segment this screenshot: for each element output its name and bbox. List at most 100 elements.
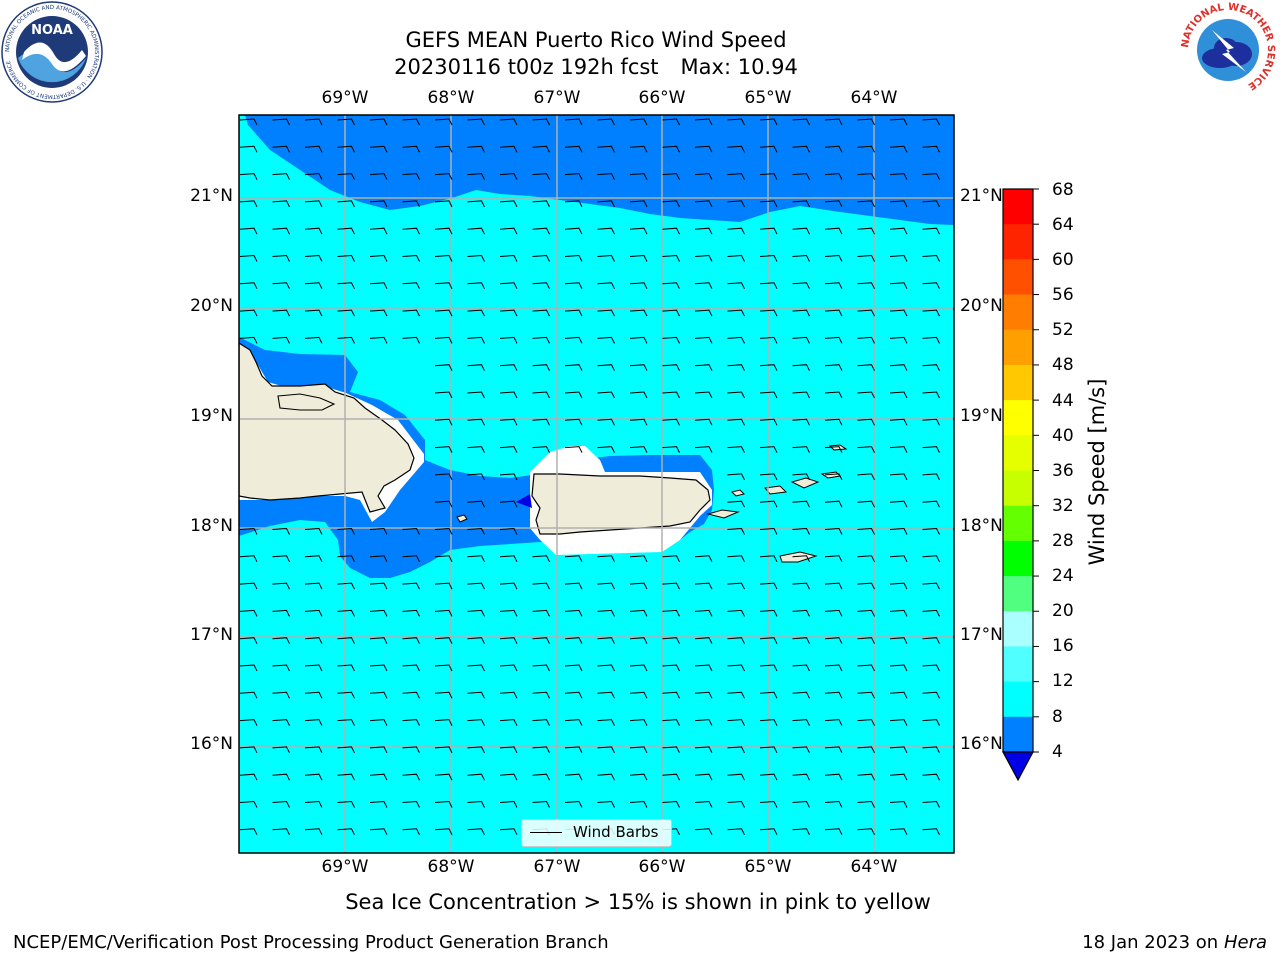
wind-barb <box>759 637 778 644</box>
wind-barb <box>857 719 875 726</box>
wind-barb <box>889 173 908 180</box>
wind-barb <box>889 746 908 754</box>
wind-barb <box>369 254 388 262</box>
wind-barb <box>857 582 875 590</box>
wind-barb <box>759 473 778 481</box>
wind-barb <box>564 800 583 808</box>
wind-barb <box>467 473 485 481</box>
wind-barb <box>467 828 485 836</box>
wind-barb <box>824 691 843 699</box>
wind-barb <box>304 118 323 126</box>
wind-barb <box>272 336 290 344</box>
wind-barb <box>239 309 258 317</box>
colorbar-tick-4: 4 <box>1052 742 1063 762</box>
wind-barb <box>304 828 323 836</box>
wind-barb <box>792 364 810 371</box>
wind-barb <box>629 446 648 453</box>
legend-label: Wind Barbs <box>573 823 659 841</box>
wind-barb <box>792 446 810 453</box>
wind-barb <box>597 254 615 262</box>
colorbar-tick-48: 48 <box>1052 355 1074 375</box>
wind-barb <box>467 719 485 726</box>
wind-barb <box>499 118 518 126</box>
map-frame <box>238 114 955 854</box>
wind-barb <box>402 719 420 726</box>
wind-barb <box>792 800 810 808</box>
wind-barb <box>759 282 778 290</box>
wind-barb <box>857 309 875 317</box>
wind-barb <box>759 527 778 535</box>
wind-barb <box>499 800 518 808</box>
lon-label-bottom-68w: 68°W <box>427 857 475 877</box>
noaa-logo-text: NOAA <box>31 23 73 38</box>
wind-barb <box>499 691 518 699</box>
wind-barb <box>272 719 290 726</box>
wind-barb <box>694 800 713 808</box>
wind-barb <box>824 527 843 535</box>
wind-barb <box>792 227 810 235</box>
wind-barb <box>922 719 940 726</box>
wind-barb <box>369 336 388 344</box>
wind-barb <box>564 691 583 699</box>
wind-barb <box>727 664 745 672</box>
wind-barb <box>467 145 485 153</box>
colorbar-tick-40: 40 <box>1052 426 1074 446</box>
lat-label-left-21n: 21°N <box>190 186 233 206</box>
wind-barb <box>922 227 940 235</box>
wind-barb <box>824 391 843 399</box>
lon-label-bottom-67w: 67°W <box>533 857 581 877</box>
wind-barb <box>824 145 843 153</box>
wind-barb <box>759 582 778 590</box>
wind-barb <box>922 446 940 453</box>
wind-barb <box>662 309 680 317</box>
graticule <box>239 115 954 853</box>
wind-barb <box>499 227 518 235</box>
wind-barb <box>597 145 615 153</box>
wind-barb <box>662 719 680 726</box>
wind-barb <box>564 282 583 290</box>
wind-barb <box>857 227 875 235</box>
colorbar-segment <box>1003 259 1033 296</box>
wind-barb <box>727 773 745 781</box>
wind-barb <box>532 145 550 153</box>
wind-barb <box>792 254 810 262</box>
wind-barb <box>434 145 453 153</box>
colorbar-tick-36: 36 <box>1052 461 1074 481</box>
wind-barb <box>727 719 745 726</box>
wind-barb <box>759 118 778 126</box>
wind-barb <box>467 582 485 590</box>
wind-barb <box>889 282 908 290</box>
wind-barb <box>857 691 875 699</box>
wind-barb <box>369 282 388 290</box>
wind-barb <box>369 527 388 535</box>
wind-barb <box>662 336 680 344</box>
wind-barb <box>467 527 485 535</box>
wind-barb <box>337 254 355 262</box>
wind-barb <box>369 828 388 836</box>
wind-barb <box>499 500 518 508</box>
footer-machine: Hera <box>1223 932 1267 953</box>
wind-barb <box>824 254 843 262</box>
wind-barb <box>824 473 843 481</box>
wind-barb <box>792 418 810 426</box>
wind-barb <box>369 691 388 699</box>
wind-barb <box>889 309 908 317</box>
wind-barb <box>889 254 908 262</box>
wind-barb <box>889 582 908 590</box>
wind-barb <box>499 664 518 672</box>
wind-barb <box>662 637 680 644</box>
wind-barb <box>727 391 745 399</box>
wind-barb <box>694 664 713 672</box>
wind-barb <box>629 336 648 344</box>
wind-barb <box>857 118 875 126</box>
wind-barb <box>922 555 940 563</box>
wind-barb <box>337 118 355 126</box>
wind-barb <box>694 145 713 153</box>
wind-barb <box>564 746 583 754</box>
wind-barb <box>759 828 778 836</box>
wind-barb <box>889 336 908 344</box>
wind-barb <box>499 254 518 262</box>
wind-barb <box>337 173 355 180</box>
wind-barb <box>304 691 323 699</box>
